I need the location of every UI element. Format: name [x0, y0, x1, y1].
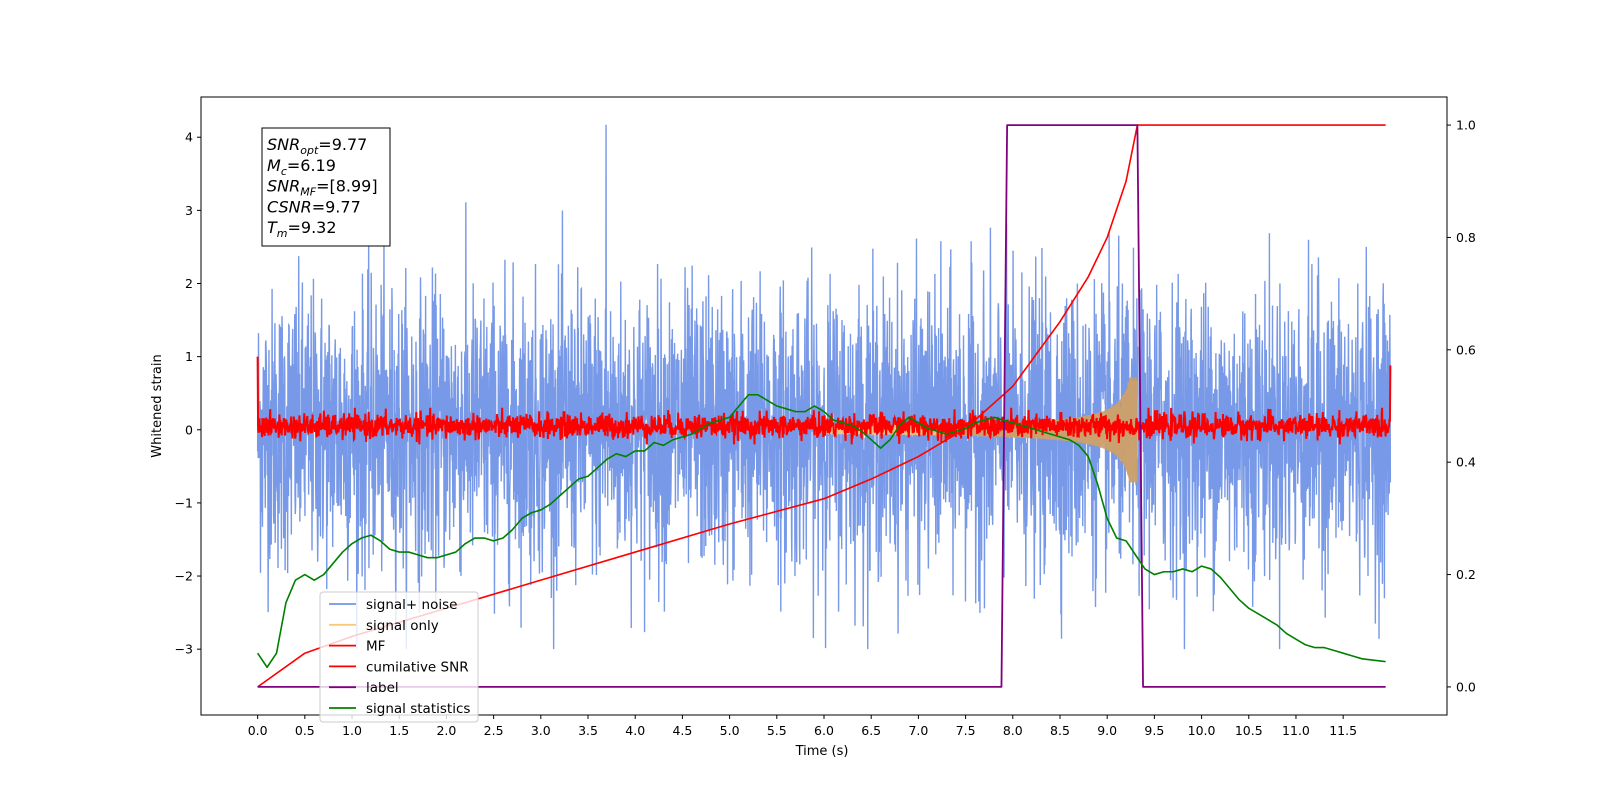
- x-tick-label: 6.0: [814, 723, 834, 738]
- y-left-tick-label: 4: [185, 130, 193, 145]
- legend-label: MF: [366, 639, 385, 655]
- y-right-tick-label: 0.6: [1456, 342, 1476, 357]
- x-tick-label: 7.0: [908, 723, 928, 738]
- y-left-tick-label: 3: [185, 203, 193, 218]
- legend-label: signal+ noise: [366, 597, 457, 613]
- x-tick-label: 5.0: [720, 723, 740, 738]
- x-tick-label: 5.5: [767, 723, 787, 738]
- x-tick-label: 2.5: [484, 723, 504, 738]
- series-signal-plus-noise: [256, 124, 1392, 650]
- y-left-tick-label: 1: [185, 349, 193, 364]
- x-tick-label: 0.0: [248, 723, 268, 738]
- y-right-tick-label: 0.2: [1456, 567, 1476, 582]
- series-signal-statistics: [256, 393, 1386, 669]
- x-tick-label: 8.0: [1003, 723, 1023, 738]
- x-tick-label: 2.0: [436, 723, 456, 738]
- x-axis-label: Time (s): [795, 744, 849, 759]
- x-tick-label: 7.5: [956, 723, 976, 738]
- legend: signal+ noise signal only MF cumilative SNR…: [319, 591, 479, 723]
- x-tick-label: 9.0: [1097, 723, 1117, 738]
- legend-label: cumilative SNR: [366, 659, 469, 675]
- plot-area: [256, 124, 1392, 688]
- info-line-mc: Mc=6.19: [267, 156, 336, 178]
- y-right-tick-label: 0.8: [1456, 230, 1476, 245]
- x-tick-label: 1.0: [342, 723, 362, 738]
- y-left-tick-label: 2: [185, 276, 193, 291]
- legend-frame: [319, 591, 479, 723]
- y-axis-label: Whitened strain: [150, 354, 165, 457]
- x-tick-label: 9.5: [1144, 723, 1164, 738]
- y-axis-left: 4 3 2 1 0 −1 −2 −3: [175, 130, 201, 657]
- x-tick-label: 10.0: [1188, 723, 1216, 738]
- x-tick-label: 0.5: [295, 723, 315, 738]
- y-left-tick-label: 0: [185, 422, 193, 437]
- x-tick-label: 11.5: [1329, 723, 1357, 738]
- info-line-snr-mf: SNRMF=[8.99]: [267, 177, 378, 199]
- x-tick-label: 3.0: [531, 723, 551, 738]
- x-tick-label: 10.5: [1235, 723, 1263, 738]
- x-tick-label: 3.5: [578, 723, 598, 738]
- y-left-tick-label: −2: [175, 569, 193, 584]
- x-tick-label: 8.5: [1050, 723, 1070, 738]
- x-tick-label: 4.5: [672, 723, 692, 738]
- series-label: [257, 124, 1386, 688]
- x-tick-label: 6.5: [861, 723, 881, 738]
- y-left-tick-label: −3: [175, 642, 193, 657]
- y-left-tick-label: −1: [175, 495, 193, 510]
- legend-label: label: [366, 680, 399, 696]
- legend-label: signal statistics: [366, 701, 470, 717]
- y-right-tick-label: 0.4: [1456, 455, 1476, 470]
- info-line-snr-opt: SNRopt=9.77: [267, 135, 367, 157]
- y-right-tick-label: 1.0: [1456, 118, 1476, 133]
- x-tick-label: 4.0: [625, 723, 645, 738]
- info-box-frame: [261, 127, 391, 247]
- info-line-csnr: CSNR=9.77: [267, 197, 361, 216]
- info-line-tm: Tm=9.32: [267, 218, 337, 240]
- legend-label: signal only: [366, 618, 439, 634]
- x-tick-label: 11.0: [1282, 723, 1310, 738]
- series-mf: [256, 356, 1392, 445]
- y-right-tick-label: 0.0: [1456, 679, 1476, 694]
- x-axis: 0.0 0.5 1.0 1.5 2.0 2.5 3.0 3.5 4.0 4.5 5.0 5.5 6.0 6…: [248, 715, 1357, 738]
- y-axis-right: 1.0 0.8 0.6 0.4 0.2 0.0: [1447, 118, 1476, 694]
- x-tick-label: 1.5: [389, 723, 409, 738]
